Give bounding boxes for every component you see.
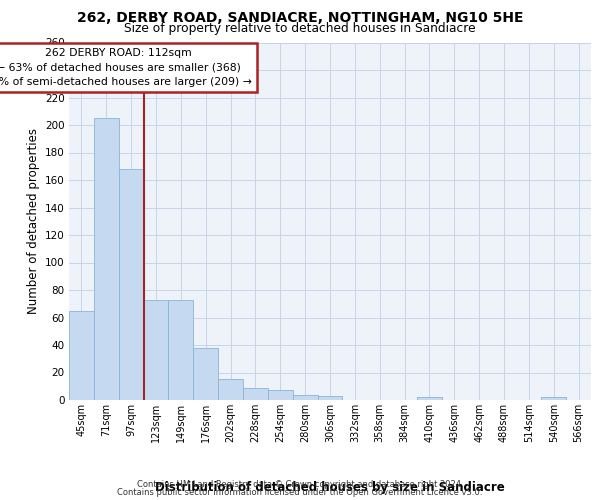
Bar xyxy=(541,397,566,400)
Bar xyxy=(69,310,94,400)
Text: 262 DERBY ROAD: 112sqm
← 63% of detached houses are smaller (368)
36% of semi-de: 262 DERBY ROAD: 112sqm ← 63% of detached… xyxy=(0,48,252,87)
Bar xyxy=(417,397,442,400)
Text: Size of property relative to detached houses in Sandiacre: Size of property relative to detached ho… xyxy=(124,22,476,35)
Bar xyxy=(169,300,193,400)
Bar xyxy=(293,394,317,400)
X-axis label: Distribution of detached houses by size in Sandiacre: Distribution of detached houses by size … xyxy=(155,481,505,494)
Text: Contains public sector information licensed under the Open Government Licence v3: Contains public sector information licen… xyxy=(118,488,482,497)
Text: 262, DERBY ROAD, SANDIACRE, NOTTINGHAM, NG10 5HE: 262, DERBY ROAD, SANDIACRE, NOTTINGHAM, … xyxy=(77,11,523,25)
Bar xyxy=(317,396,343,400)
Bar xyxy=(243,388,268,400)
Bar xyxy=(119,169,143,400)
Bar xyxy=(218,380,243,400)
Y-axis label: Number of detached properties: Number of detached properties xyxy=(26,128,40,314)
Bar xyxy=(94,118,119,400)
Text: Contains HM Land Registry data © Crown copyright and database right 2024.: Contains HM Land Registry data © Crown c… xyxy=(137,480,463,489)
Bar xyxy=(193,348,218,400)
Bar xyxy=(143,300,169,400)
Bar xyxy=(268,390,293,400)
